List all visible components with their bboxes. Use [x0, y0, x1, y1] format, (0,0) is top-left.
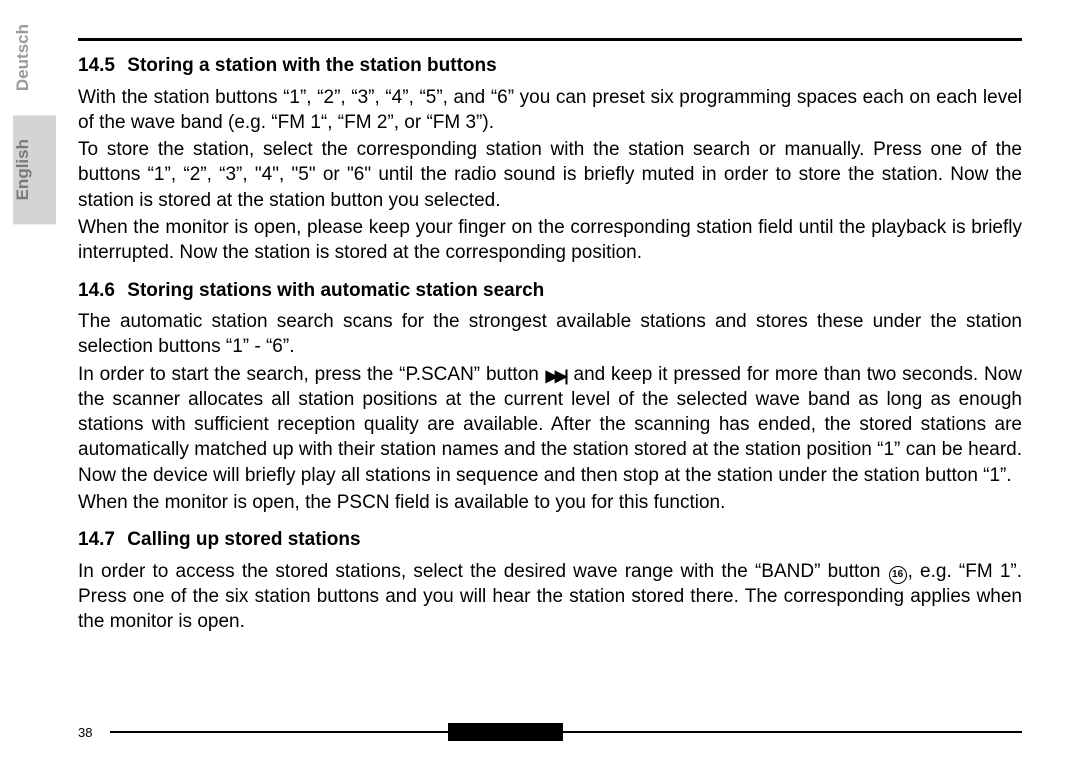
heading-number: 14.7 [78, 527, 122, 553]
heading-title: Calling up stored stations [127, 529, 360, 550]
heading-number: 14.5 [78, 53, 122, 79]
heading-14-5: 14.5 Storing a station with the station … [78, 53, 1022, 79]
heading-title: Storing a station with the station butto… [127, 55, 496, 76]
paragraph: In order to access the stored stations, … [78, 559, 1022, 635]
heading-number: 14.6 [78, 278, 122, 304]
paragraph: To store the station, select the corresp… [78, 137, 1022, 213]
lang-tab-english[interactable]: English [13, 115, 56, 224]
top-rule [78, 38, 1022, 41]
manual-page: Deutsch English 14.5 Storing a station w… [0, 0, 1080, 762]
page-number: 38 [78, 725, 92, 740]
band-button-ref-icon: 16 [889, 566, 907, 584]
footer-rule [110, 731, 1022, 733]
paragraph: When the monitor is open, the PSCN field… [78, 490, 1022, 515]
heading-title: Storing stations with automatic station … [127, 280, 544, 301]
page-content: 14.5 Storing a station with the station … [78, 38, 1022, 637]
lang-tab-deutsch[interactable]: Deutsch [13, 0, 56, 115]
paragraph-part: In order to start the search, press the … [78, 364, 539, 385]
heading-14-7: 14.7 Calling up stored stations [78, 527, 1022, 553]
paragraph-part: In order to access the stored stations, … [78, 561, 880, 582]
page-footer: 38 [78, 720, 1022, 744]
language-tabs: Deutsch English [13, 0, 56, 224]
paragraph: The automatic station search scans for t… [78, 309, 1022, 360]
paragraph: In order to start the search, press the … [78, 362, 1022, 488]
paragraph: With the station buttons “1”, “2”, “3”, … [78, 85, 1022, 136]
pscan-icon: ▶▶| [546, 366, 566, 387]
paragraph: When the monitor is open, please keep yo… [78, 215, 1022, 266]
heading-14-6: 14.6 Storing stations with automatic sta… [78, 278, 1022, 304]
footer-marker [448, 723, 563, 741]
